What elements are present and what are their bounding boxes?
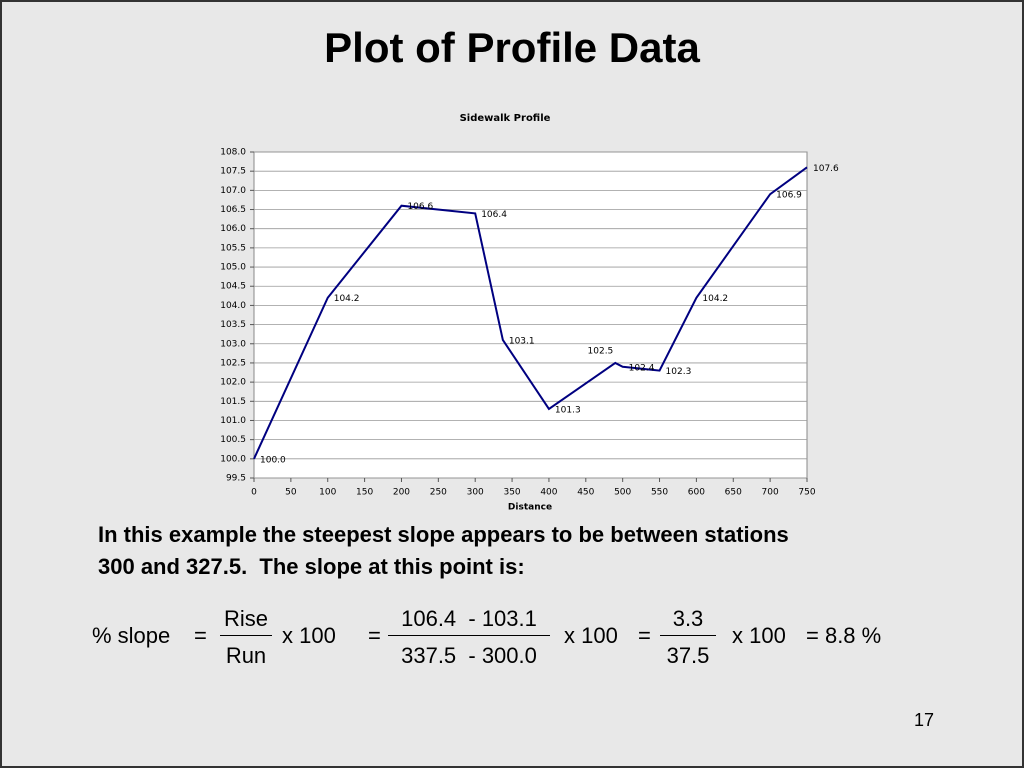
x-tick-label: 750 — [798, 488, 815, 498]
data-label: 103.1 — [509, 336, 535, 346]
y-tick-label: 106.5 — [220, 205, 246, 215]
y-tick-label: 108.0 — [220, 148, 246, 158]
y-tick-label: 104.5 — [220, 282, 246, 292]
data-label: 104.2 — [334, 294, 360, 304]
y-tick-label: 107.0 — [220, 186, 246, 196]
x-tick-label: 500 — [614, 488, 631, 498]
equation-text: x 100 — [282, 623, 336, 648]
body-text: 300 and 327.5. The slope at this point i… — [98, 554, 525, 579]
fraction-bar — [220, 635, 272, 636]
y-tick-label: 101.5 — [220, 397, 246, 407]
equation-text: 37.5 — [666, 643, 710, 668]
equation-text: Rise — [223, 606, 268, 631]
equation-text: x 100 — [564, 623, 618, 648]
x-tick-label: 250 — [430, 488, 447, 498]
y-tick-label: 104.0 — [220, 301, 246, 311]
data-label: 102.5 — [588, 346, 614, 356]
x-tick-label: 400 — [540, 488, 557, 498]
x-axis-label: Distance — [508, 503, 552, 513]
x-tick-label: 100 — [319, 488, 336, 498]
fraction-bar — [660, 635, 716, 636]
x-tick-label: 200 — [393, 488, 410, 498]
y-tick-label: 101.0 — [220, 416, 246, 426]
equation-text: 106.4 - 103.1 — [401, 606, 537, 631]
slide-title: Plot of Profile Data — [324, 24, 700, 71]
y-tick-label: 100.5 — [220, 435, 246, 445]
y-tick-label: 100.0 — [220, 454, 246, 464]
x-tick-label: 550 — [651, 488, 668, 498]
data-label: 100.0 — [260, 455, 286, 465]
x-tick-label: 50 — [285, 488, 297, 498]
x-tick-label: 600 — [688, 488, 705, 498]
data-label: 107.6 — [813, 164, 839, 174]
equation-text: = 8.8 % — [806, 623, 882, 648]
data-label: 104.2 — [702, 294, 728, 304]
equation-text: 337.5 - 300.0 — [401, 643, 537, 668]
x-tick-label: 350 — [503, 488, 520, 498]
x-tick-label: 650 — [725, 488, 742, 498]
fraction-bar — [388, 635, 550, 636]
equation-text: = — [638, 623, 651, 648]
y-tick-label: 105.0 — [220, 263, 246, 273]
y-tick-label: 107.5 — [220, 167, 246, 177]
y-tick-label: 102.0 — [220, 378, 246, 388]
equation-text: = — [368, 623, 381, 648]
chart: Sidewalk Profile Distance 99.5 100.0 100.5… — [220, 113, 839, 513]
x-tick-label: 450 — [577, 488, 594, 498]
y-tick-label: 103.0 — [220, 339, 246, 349]
page-number: 17 — [914, 710, 935, 730]
x-tick-label: 700 — [762, 488, 779, 498]
equation-text: = — [194, 623, 207, 648]
plot-area — [253, 151, 808, 479]
x-tick-label: 0 — [251, 488, 257, 498]
equation-text: 3.3 — [672, 606, 704, 631]
y-tick-label: 105.5 — [220, 243, 246, 253]
data-label: 102.3 — [666, 367, 692, 377]
x-tick-label: 150 — [356, 488, 373, 498]
data-label: 102.4 — [629, 363, 655, 373]
data-label: 106.4 — [481, 210, 507, 220]
equation-text: % slope — [92, 623, 171, 648]
y-tick-label: 103.5 — [220, 320, 246, 330]
data-label: 106.6 — [407, 202, 433, 212]
equation-text: Run — [225, 643, 267, 668]
x-tick-label: 300 — [467, 488, 484, 498]
equation-text: x 100 — [732, 623, 786, 648]
y-tick-label: 99.5 — [226, 474, 246, 484]
data-label: 101.3 — [555, 405, 581, 415]
data-label: 106.9 — [776, 191, 802, 201]
body-text: In this example the steepest slope appea… — [98, 522, 789, 547]
data-line — [253, 166, 808, 460]
y-tick-label: 102.5 — [220, 358, 246, 368]
y-tick-label: 106.0 — [220, 224, 246, 234]
chart-title: Sidewalk Profile — [460, 113, 551, 124]
